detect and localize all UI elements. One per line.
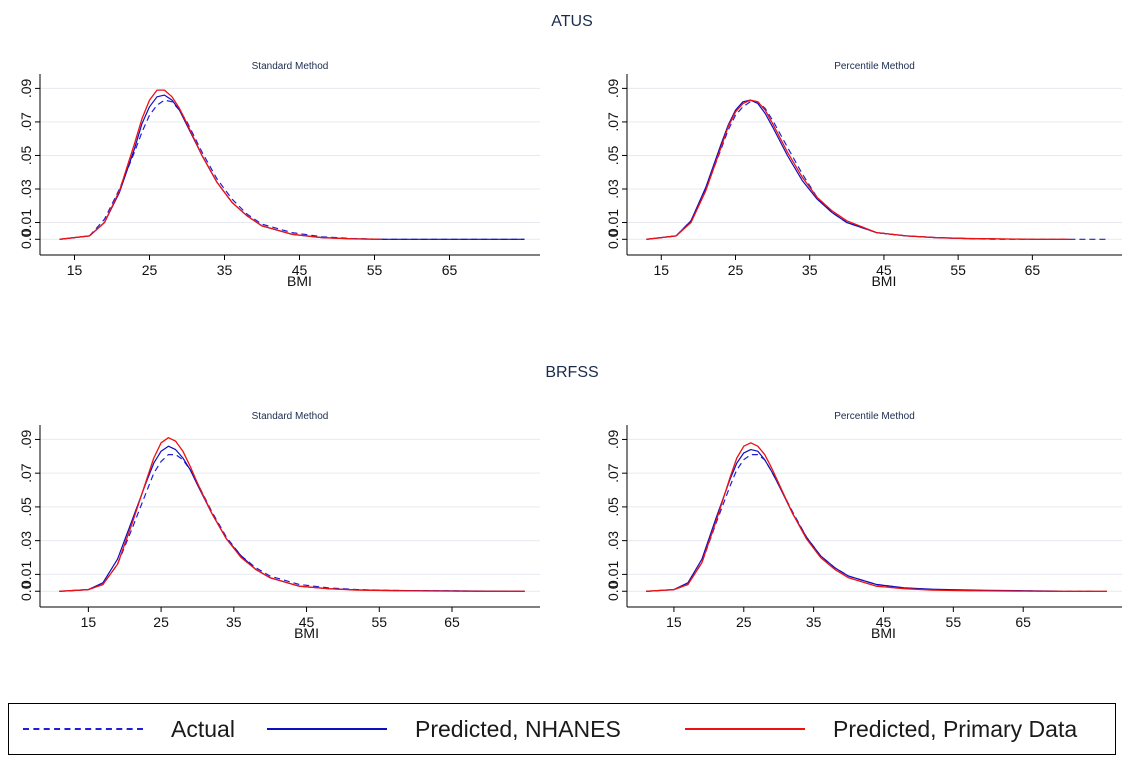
y-tick-label: .05 xyxy=(605,146,621,166)
series-line-actual xyxy=(646,101,1107,240)
x-tick-label: 65 xyxy=(1015,614,1031,630)
legend-swatch-actual xyxy=(23,728,143,730)
series-line-nhanes xyxy=(59,94,525,240)
x-tick-label: 35 xyxy=(226,614,242,630)
legend: Actual Predicted, NHANES Predicted, Prim… xyxy=(8,703,1116,755)
x-tick-label: 35 xyxy=(217,262,233,278)
x-tick-label: 15 xyxy=(81,614,97,630)
series-line-actual xyxy=(59,454,525,592)
x-tick-label: 25 xyxy=(736,614,752,630)
x-tick-label: 15 xyxy=(653,262,669,278)
series-line-nhanes xyxy=(646,99,996,240)
chart-panel-0: Standard Method 0.00.01 .03 .05 .07 .09 15 25 35… xyxy=(18,61,540,289)
x-tick-label: 55 xyxy=(367,262,383,278)
x-tick-label: 25 xyxy=(728,262,744,278)
legend-label-predicted-primary: Predicted, Primary Data xyxy=(833,715,1078,742)
chart-title: Percentile Method xyxy=(834,61,915,72)
y-tick-label: 0.01 xyxy=(18,209,34,236)
y-tick-label: .09 xyxy=(605,78,621,98)
legend-item-predicted-nhanes: Predicted, NHANES xyxy=(267,704,621,754)
series-line-primary xyxy=(646,99,1070,240)
x-tick-label: 45 xyxy=(292,262,308,278)
series-line-actual xyxy=(59,99,525,240)
y-tick-label: .05 xyxy=(18,497,34,517)
chart-panel-2: Standard Method 0.00.01 .03 .05 .07 .09 15 25 35… xyxy=(18,411,540,641)
y-tick-label: .09 xyxy=(18,429,34,449)
y-tick-label: .03 xyxy=(18,179,34,199)
chart-title: Standard Method xyxy=(252,411,329,422)
chart-title: Percentile Method xyxy=(834,411,915,422)
y-tick-label: .07 xyxy=(18,112,34,132)
chart-title: Standard Method xyxy=(252,61,329,72)
y-tick-label: .07 xyxy=(605,463,621,483)
series-line-primary xyxy=(645,442,1107,592)
series-line-actual xyxy=(645,454,1093,592)
y-tick-label: 0.0 xyxy=(605,581,621,601)
y-tick-label: .09 xyxy=(605,429,621,449)
panel-title-atus: ATUS xyxy=(551,13,592,30)
y-tick-label: .07 xyxy=(18,463,34,483)
chart-panel-1: Percentile Method 0.00.01 .03 .05 .07 .09 15 25… xyxy=(605,61,1122,289)
x-tick-label: 25 xyxy=(142,262,158,278)
y-tick-label: 0.0 xyxy=(18,581,34,601)
x-tick-label: 65 xyxy=(1025,262,1041,278)
x-axis-label: BMI xyxy=(871,625,896,641)
y-tick-label: 0.0 xyxy=(605,229,621,249)
series-line-nhanes xyxy=(59,445,525,592)
x-tick-label: 55 xyxy=(950,262,966,278)
x-tick-label: 35 xyxy=(806,614,822,630)
x-tick-label: 45 xyxy=(876,262,892,278)
panel-title-brfss: BRFSS xyxy=(545,364,598,381)
legend-item-actual: Actual xyxy=(23,704,235,754)
y-tick-label: .09 xyxy=(18,78,34,98)
x-tick-label: 65 xyxy=(444,614,460,630)
legend-label-predicted-nhanes: Predicted, NHANES xyxy=(415,715,621,742)
y-tick-label: .05 xyxy=(18,146,34,166)
x-axis-label: BMI xyxy=(287,273,312,289)
y-tick-label: 0.0 xyxy=(18,229,34,249)
x-tick-label: 45 xyxy=(876,614,892,630)
legend-label-actual: Actual xyxy=(171,715,235,742)
series-line-primary xyxy=(59,89,383,240)
y-tick-label: 0.01 xyxy=(605,209,621,236)
x-axis-label: BMI xyxy=(294,625,319,641)
series-line-nhanes xyxy=(645,449,1059,592)
y-tick-label: 0.01 xyxy=(18,561,34,588)
y-tick-label: .07 xyxy=(605,112,621,132)
y-tick-label: 0.01 xyxy=(605,561,621,588)
x-tick-label: 35 xyxy=(802,262,818,278)
x-tick-label: 55 xyxy=(946,614,962,630)
chart-panel-3: Percentile Method 0.00.01 .03 .05 .07 .09 15 25… xyxy=(605,411,1122,641)
x-tick-label: 25 xyxy=(153,614,169,630)
legend-swatch-predicted-primary xyxy=(685,728,805,730)
legend-swatch-predicted-nhanes xyxy=(267,728,387,730)
series-line-primary xyxy=(59,437,525,592)
y-tick-label: .05 xyxy=(605,497,621,517)
x-tick-label: 15 xyxy=(67,262,83,278)
y-tick-label: .03 xyxy=(18,531,34,551)
y-tick-label: .03 xyxy=(605,179,621,199)
legend-item-predicted-primary: Predicted, Primary Data xyxy=(685,704,1077,754)
x-tick-label: 15 xyxy=(666,614,682,630)
x-axis-label: BMI xyxy=(871,273,896,289)
x-tick-label: 55 xyxy=(371,614,387,630)
y-tick-label: .03 xyxy=(605,531,621,551)
x-tick-label: 65 xyxy=(442,262,458,278)
x-tick-label: 45 xyxy=(299,614,315,630)
